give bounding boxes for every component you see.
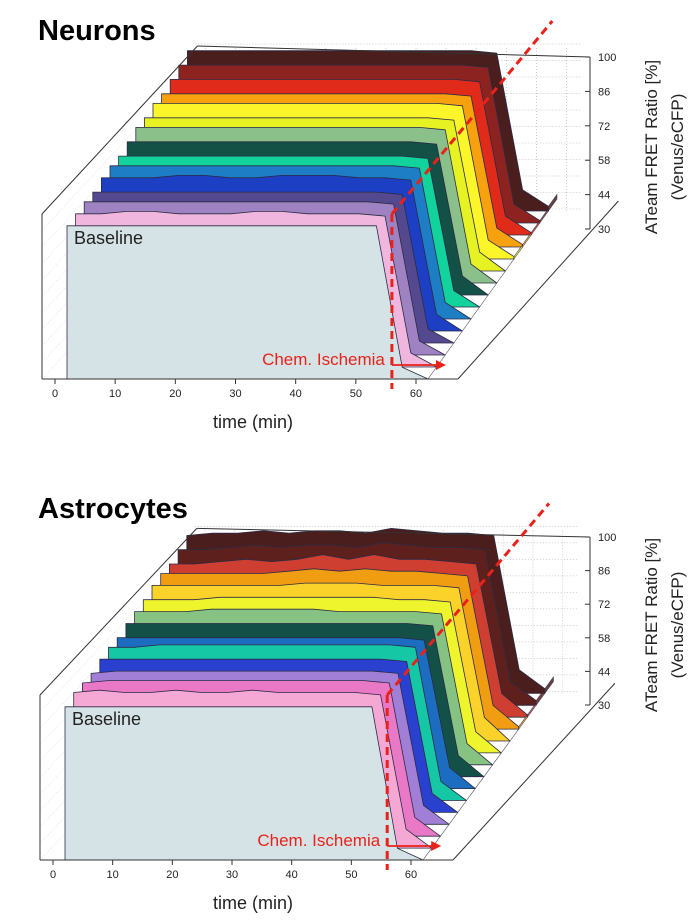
ischemia-arrow-head bbox=[435, 360, 446, 370]
series-side-face bbox=[466, 788, 476, 801]
series-side-face bbox=[501, 740, 511, 754]
depth-axis-line bbox=[452, 683, 616, 861]
series-side-face bbox=[483, 764, 493, 777]
x-tick-label: 0 bbox=[50, 869, 56, 881]
z-tick-label: 58 bbox=[598, 633, 610, 645]
x-tick-label: 30 bbox=[226, 869, 238, 881]
series-side-face bbox=[440, 824, 450, 837]
series-side-face bbox=[535, 687, 546, 707]
x-axis-label: time (min) bbox=[213, 893, 293, 913]
z-axis-label-line2: (Venus/eCFP) bbox=[668, 572, 687, 679]
series-side-face bbox=[513, 243, 523, 260]
ischemia-diagonal-line bbox=[390, 20, 554, 215]
neurons-panel: Neurons 0 10 20 30 40 50 60 time (min) 100 86 72 58… bbox=[38, 15, 687, 432]
astrocytes-chart: 0 10 20 30 40 50 60 time (min) 100 86 72 58 44 30 ATea… bbox=[39, 502, 687, 913]
x-tick-label: 60 bbox=[405, 869, 417, 881]
grid-line bbox=[41, 62, 198, 231]
ischemia-diagonal-line bbox=[386, 502, 551, 696]
z-tick-label: 58 bbox=[598, 155, 610, 167]
series-side-face bbox=[496, 270, 506, 284]
astrocytes-panel: Astrocytes 0 10 20 30 40 50 60 time (min) 100 86 7… bbox=[0, 462, 700, 924]
series-side-face bbox=[470, 306, 480, 320]
baseline-label: Baseline bbox=[74, 228, 143, 248]
x-tick-label: 30 bbox=[229, 388, 241, 400]
chart-title: Astrocytes bbox=[38, 493, 188, 525]
series-side-face bbox=[422, 847, 432, 861]
x-tick-label: 10 bbox=[109, 388, 121, 400]
z-tick-label: 44 bbox=[598, 190, 610, 202]
series-side-face bbox=[479, 294, 489, 308]
x-tick-label: 40 bbox=[286, 869, 298, 881]
series-area bbox=[64, 706, 424, 861]
x-tick-label: 60 bbox=[410, 388, 422, 400]
x-tick-label: 0 bbox=[52, 388, 58, 400]
series-side-face bbox=[487, 282, 498, 296]
grid-line bbox=[39, 544, 197, 712]
z-tick-label: 44 bbox=[598, 666, 610, 678]
x-tick-label: 10 bbox=[107, 869, 119, 881]
series-side-face bbox=[544, 675, 554, 695]
depth-axis-line bbox=[457, 200, 619, 380]
series-side-face bbox=[492, 752, 502, 765]
series-area bbox=[66, 225, 429, 380]
ischemia-label: Chem. Ischemia bbox=[262, 350, 385, 369]
z-tick-label: 86 bbox=[598, 86, 610, 98]
x-tick-label: 40 bbox=[290, 388, 302, 400]
x-tick-label: 50 bbox=[345, 869, 357, 881]
series-side-face bbox=[518, 713, 528, 731]
z-tick-label: 86 bbox=[598, 566, 610, 578]
z-axis-label-line1: ATeam FRET Ratio [%] bbox=[642, 60, 661, 234]
series-side-face bbox=[448, 812, 459, 825]
top-back-edge bbox=[196, 527, 591, 538]
z-axis-label-line1: ATeam FRET Ratio [%] bbox=[642, 538, 661, 712]
top-back-edge bbox=[197, 45, 591, 58]
series-side-face bbox=[462, 318, 472, 332]
x-tick-label: 50 bbox=[350, 388, 362, 400]
series-side-face bbox=[427, 366, 437, 380]
z-tick-label: 100 bbox=[598, 52, 616, 64]
series-side-face bbox=[453, 330, 463, 344]
z-tick-label: 30 bbox=[598, 700, 610, 712]
series-side-face bbox=[474, 776, 485, 789]
x-tick-label: 20 bbox=[166, 869, 178, 881]
series-side-face bbox=[548, 193, 558, 212]
baseline-label: Baseline bbox=[72, 709, 141, 729]
top-left-edge bbox=[39, 528, 198, 696]
z-tick-label: 30 bbox=[598, 224, 610, 236]
series-side-face bbox=[444, 342, 455, 356]
ischemia-arrow-head bbox=[431, 841, 442, 851]
series-side-face bbox=[457, 800, 467, 813]
ischemia-label: Chem. Ischemia bbox=[257, 831, 380, 850]
z-tick-label: 72 bbox=[598, 599, 610, 611]
z-tick-label: 100 bbox=[598, 532, 616, 544]
z-axis-label-line2: (Venus/eCFP) bbox=[668, 94, 687, 201]
series-side-face bbox=[509, 728, 519, 742]
top-left-edge bbox=[41, 45, 198, 215]
series-side-face bbox=[505, 258, 515, 272]
x-axis-label: time (min) bbox=[213, 412, 293, 432]
neurons-chart: 0 10 20 30 40 50 60 time (min) 100 86 72 58 44 30 ATea… bbox=[41, 20, 687, 432]
chart-title: Neurons bbox=[38, 15, 156, 47]
z-tick-label: 72 bbox=[598, 121, 610, 133]
x-tick-label: 20 bbox=[169, 388, 181, 400]
